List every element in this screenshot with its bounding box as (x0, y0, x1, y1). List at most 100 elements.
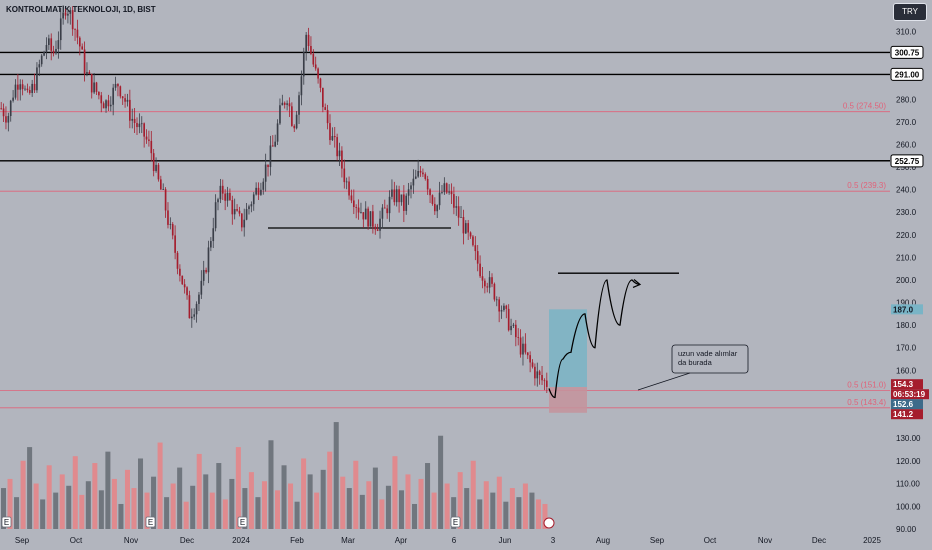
candle-body (102, 103, 105, 109)
volume-bar (418, 478, 424, 529)
candle-body (524, 343, 527, 353)
candle-body (503, 305, 505, 311)
candle-body (507, 308, 510, 331)
candle-body (14, 84, 17, 98)
candle-body (417, 170, 419, 177)
candle-body (448, 191, 450, 193)
candle-body (5, 116, 7, 123)
candle-body (176, 252, 179, 269)
candle-body (233, 209, 236, 215)
candle-body (124, 98, 126, 102)
candle-body (364, 208, 367, 220)
candle-body (362, 212, 365, 220)
candle-body (286, 103, 288, 105)
currency-button[interactable]: TRY (893, 3, 927, 21)
candle-body (31, 83, 33, 93)
volume-bar (203, 474, 209, 529)
volume-bar (157, 442, 163, 529)
candle-body (410, 185, 412, 190)
candle-body (148, 139, 150, 141)
candle-body (100, 95, 103, 104)
candle-body (224, 193, 226, 201)
candle-body (326, 109, 329, 124)
candle-body (469, 232, 472, 237)
price-tick-label: 240.0 (896, 186, 917, 195)
volume-bar (327, 451, 333, 529)
candle-body (193, 314, 196, 317)
candle-body (17, 84, 19, 90)
price-badge (891, 304, 923, 315)
time-tick-label: 6 (452, 536, 457, 545)
candle-body (229, 192, 231, 201)
volume-bar (248, 472, 254, 529)
candle-body (255, 187, 257, 195)
volume-bar (542, 503, 548, 529)
time-tick-label: Aug (596, 536, 610, 545)
annotation-text: da burada (678, 358, 713, 367)
candle-body (45, 45, 48, 52)
candle-body (486, 286, 489, 288)
candle-body (162, 189, 165, 190)
candle-body (388, 196, 391, 214)
price-badge-text: 154.3 (893, 380, 914, 389)
candle-body (252, 194, 255, 205)
candle-body (67, 13, 69, 16)
price-tick-label: 220.0 (896, 231, 917, 240)
volume-bar (470, 460, 476, 529)
candle-body (248, 206, 250, 210)
candle-body (214, 202, 217, 229)
volume-bar (105, 451, 111, 529)
candle-body (424, 174, 427, 179)
candle-body (357, 207, 360, 213)
candle-body (372, 211, 374, 227)
volume-bar (1, 488, 7, 529)
candle-body (55, 48, 57, 54)
candle-body (436, 205, 439, 212)
time-tick-label: 2024 (232, 536, 250, 545)
candle-body (198, 294, 200, 304)
time-tick-label: 2025 (863, 536, 881, 545)
candle-body (241, 213, 243, 228)
price-tick-label: 210.0 (896, 253, 917, 262)
annotation-pointer (637, 372, 691, 391)
candle-body (74, 29, 76, 31)
candle-body (293, 125, 296, 129)
volume-bar (242, 488, 248, 529)
price-badge (891, 389, 929, 400)
candle-body (171, 224, 174, 236)
volume-bar (118, 503, 124, 529)
projection-arrowhead (632, 279, 642, 289)
level-badge (890, 67, 924, 81)
time-tick-label: Feb (290, 536, 304, 545)
candle-body (338, 150, 341, 157)
candles (0, 5, 548, 394)
candle-body (367, 208, 369, 227)
price-badge (891, 399, 923, 410)
earnings-marker (1, 516, 12, 528)
candle-body (379, 218, 381, 231)
candle-body (257, 187, 260, 195)
volume-bar (53, 492, 59, 529)
volume-bar (529, 492, 535, 529)
candle-body (140, 123, 143, 125)
candle-body (164, 189, 167, 211)
candle-body (150, 140, 153, 154)
candle-body (131, 118, 134, 121)
candle-body (221, 185, 224, 194)
candle-body (333, 135, 336, 138)
volume-bar (79, 494, 85, 529)
candle-body (143, 123, 145, 137)
time-tick-label: Sep (650, 536, 665, 545)
earnings-marker-text: E (148, 518, 153, 527)
candle-body (129, 99, 131, 121)
candle-body (24, 88, 26, 90)
volume-bar (177, 467, 183, 529)
candle-body (462, 217, 465, 234)
candle-body (9, 100, 12, 116)
candle-body (238, 210, 241, 214)
volume-bar (392, 456, 398, 529)
candle-body (531, 362, 534, 367)
candle-body (69, 10, 72, 14)
candle-body (205, 269, 207, 273)
